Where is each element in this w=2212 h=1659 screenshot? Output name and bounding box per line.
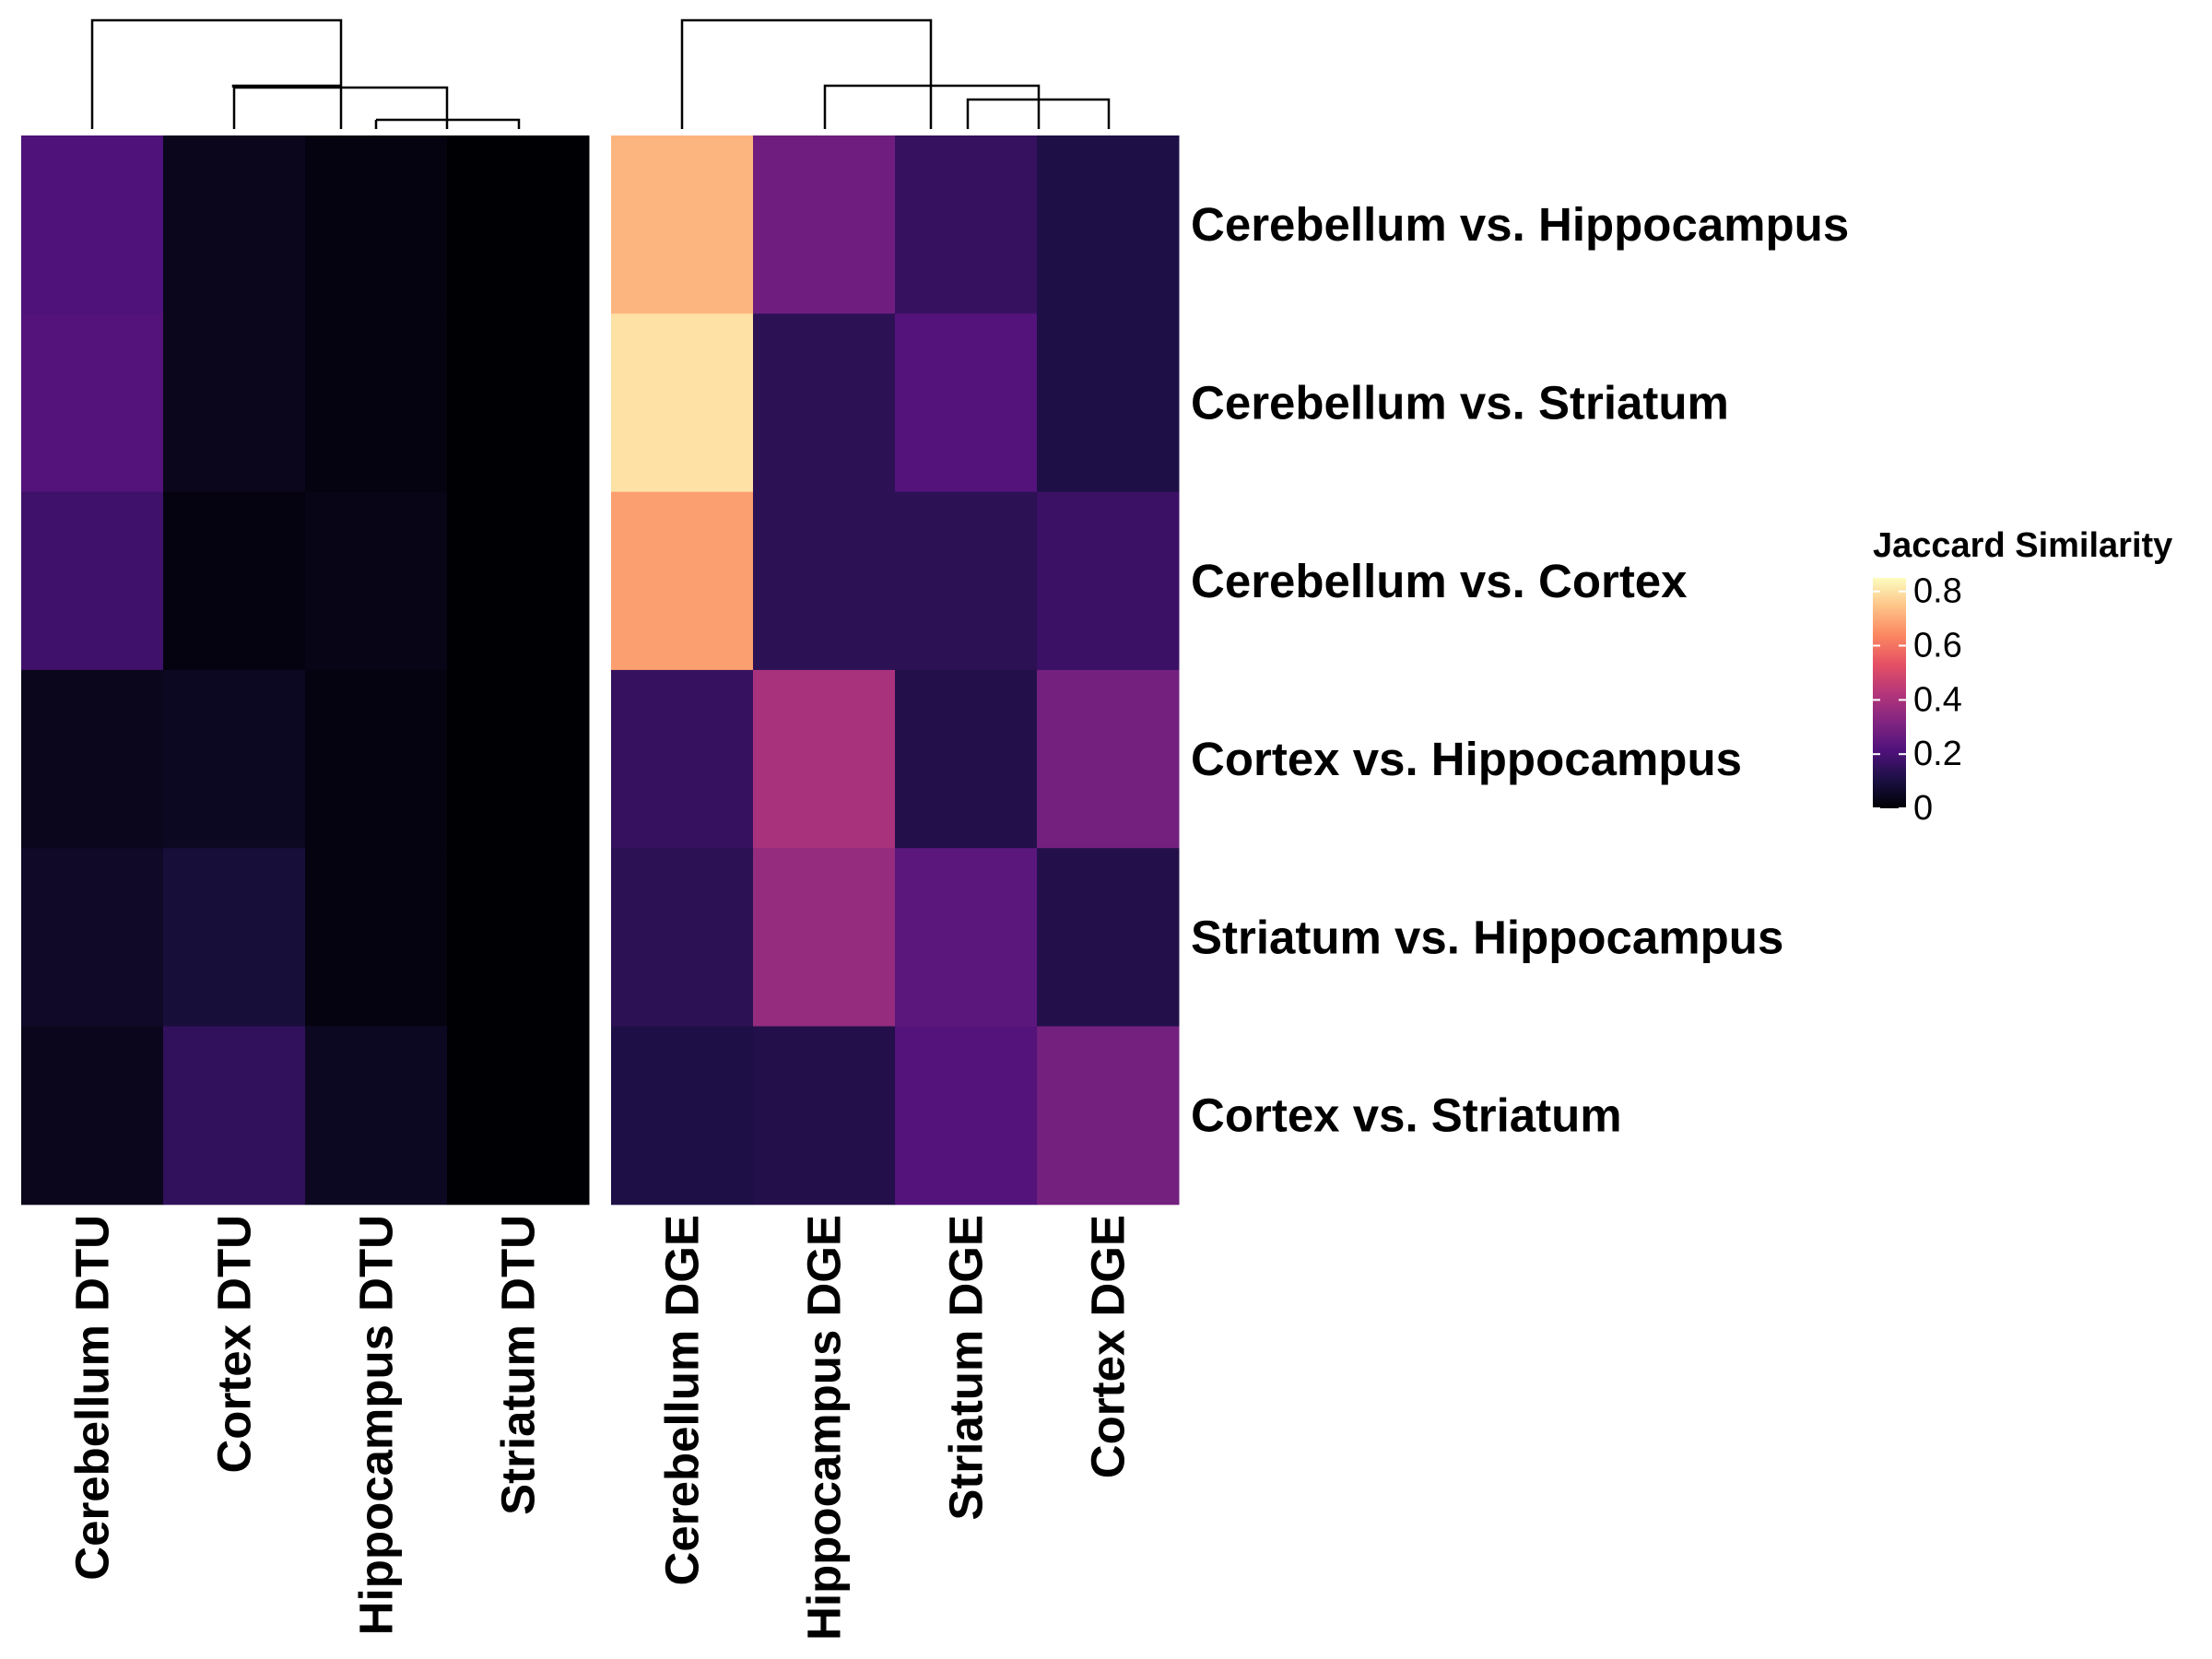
row-label: Cerebellum vs. Striatum: [1191, 377, 1729, 429]
heatmap-cell: [895, 313, 1038, 493]
heatmap-cell: [21, 1026, 164, 1206]
legend-tick-label: 0.8: [1913, 572, 1962, 611]
heatmap-cell: [163, 491, 306, 671]
heatmap-cell: [1037, 848, 1180, 1027]
heatmap-cell: [1037, 491, 1180, 671]
heatmap-cell: [447, 848, 590, 1027]
heatmap-cell: [21, 491, 164, 671]
heatmap-cell: [895, 491, 1038, 671]
heatmap-cell: [447, 135, 590, 314]
heatmap-cell: [305, 669, 448, 849]
row-label: Cerebellum vs. Hippocampus: [1191, 198, 1849, 251]
heatmap-cell: [753, 669, 896, 849]
legend-tick-label: 0.4: [1913, 680, 1962, 719]
heatmap-cell: [447, 313, 590, 493]
heatmap-cell: [447, 669, 590, 849]
heatmap-cell: [753, 491, 896, 671]
heatmap-cell: [21, 669, 164, 849]
heatmap-cell: [611, 1026, 754, 1206]
heatmap-cell: [895, 1026, 1038, 1206]
heatmap-cell: [753, 848, 896, 1027]
heatmap-cell: [611, 669, 754, 849]
heatmap-cell: [305, 491, 448, 671]
heatmap-cell: [1037, 313, 1180, 493]
heatmap-cell: [753, 313, 896, 493]
heatmap-cell: [1037, 669, 1180, 849]
heatmap-cells: [21, 135, 1180, 1206]
heatmap-cell: [21, 848, 164, 1027]
heatmap-cell: [1037, 1026, 1180, 1206]
heatmap-cell: [163, 135, 306, 314]
dendrogram-dge: [680, 18, 1111, 129]
heatmap-cell: [611, 848, 754, 1027]
heatmap-cell: [163, 1026, 306, 1206]
heatmap-cell: [895, 669, 1038, 849]
heatmap-cell: [611, 135, 754, 314]
row-label: Cerebellum vs. Cortex: [1191, 555, 1688, 607]
legend-title: Jaccard Similarity: [1873, 526, 2172, 565]
heatmap-cell: [21, 313, 164, 493]
heatmap-cell: [305, 313, 448, 493]
legend-tick-label: 0.6: [1913, 627, 1962, 665]
legend-ticks: 0.8 0.6 0.4 0.2 0: [1873, 572, 1962, 828]
heatmap-cell: [305, 1026, 448, 1206]
heatmap-cell: [447, 1026, 590, 1206]
heatmap-cell: [163, 848, 306, 1027]
row-label: Cortex vs. Hippocampus: [1191, 733, 1742, 785]
column-dendrograms: [90, 18, 1111, 129]
heatmap-cell: [305, 848, 448, 1027]
column-label: Striatum DGE: [940, 1215, 993, 1521]
heatmap-cell: [305, 135, 448, 314]
heatmap-cell: [447, 491, 590, 671]
legend-tick-label: 0.2: [1913, 735, 1962, 773]
column-label: Cerebellum DTU: [66, 1215, 119, 1581]
heatmap-cell: [611, 491, 754, 671]
legend-colorbar: [1873, 578, 1906, 808]
heatmap-cell: [895, 135, 1038, 314]
column-label: Cortex DTU: [208, 1215, 261, 1474]
heatmap-cell: [753, 1026, 896, 1206]
column-label: Cerebellum DGE: [656, 1215, 709, 1585]
heatmap-cell: [1037, 135, 1180, 314]
legend-tick-label: 0: [1913, 789, 1933, 828]
heatmap-cell: [21, 135, 164, 314]
column-label: Striatum DTU: [492, 1215, 545, 1515]
heatmap-cell: [163, 313, 306, 493]
heatmap-cell: [753, 135, 896, 314]
row-labels: Cerebellum vs. Hippocampus Cerebellum vs.…: [1191, 198, 1849, 1141]
heatmap-cell: [611, 313, 754, 493]
column-label: Hippocampus DGE: [798, 1215, 851, 1641]
column-labels: Cerebellum DTU Cortex DTU Hippocampus DTU S…: [66, 1215, 1135, 1641]
heatmap-cell: [163, 669, 306, 849]
dendrogram-dtu: [90, 18, 521, 129]
column-label: Hippocampus DTU: [350, 1215, 403, 1635]
column-label: Cortex DGE: [1082, 1215, 1135, 1478]
row-label: Striatum vs. Hippocampus: [1191, 911, 1783, 963]
color-legend: Jaccard Similarity 0.8 0.6 0.4 0.2 0: [1873, 526, 2172, 828]
heatmap-cell: [895, 848, 1038, 1027]
row-label: Cortex vs. Striatum: [1191, 1089, 1622, 1142]
